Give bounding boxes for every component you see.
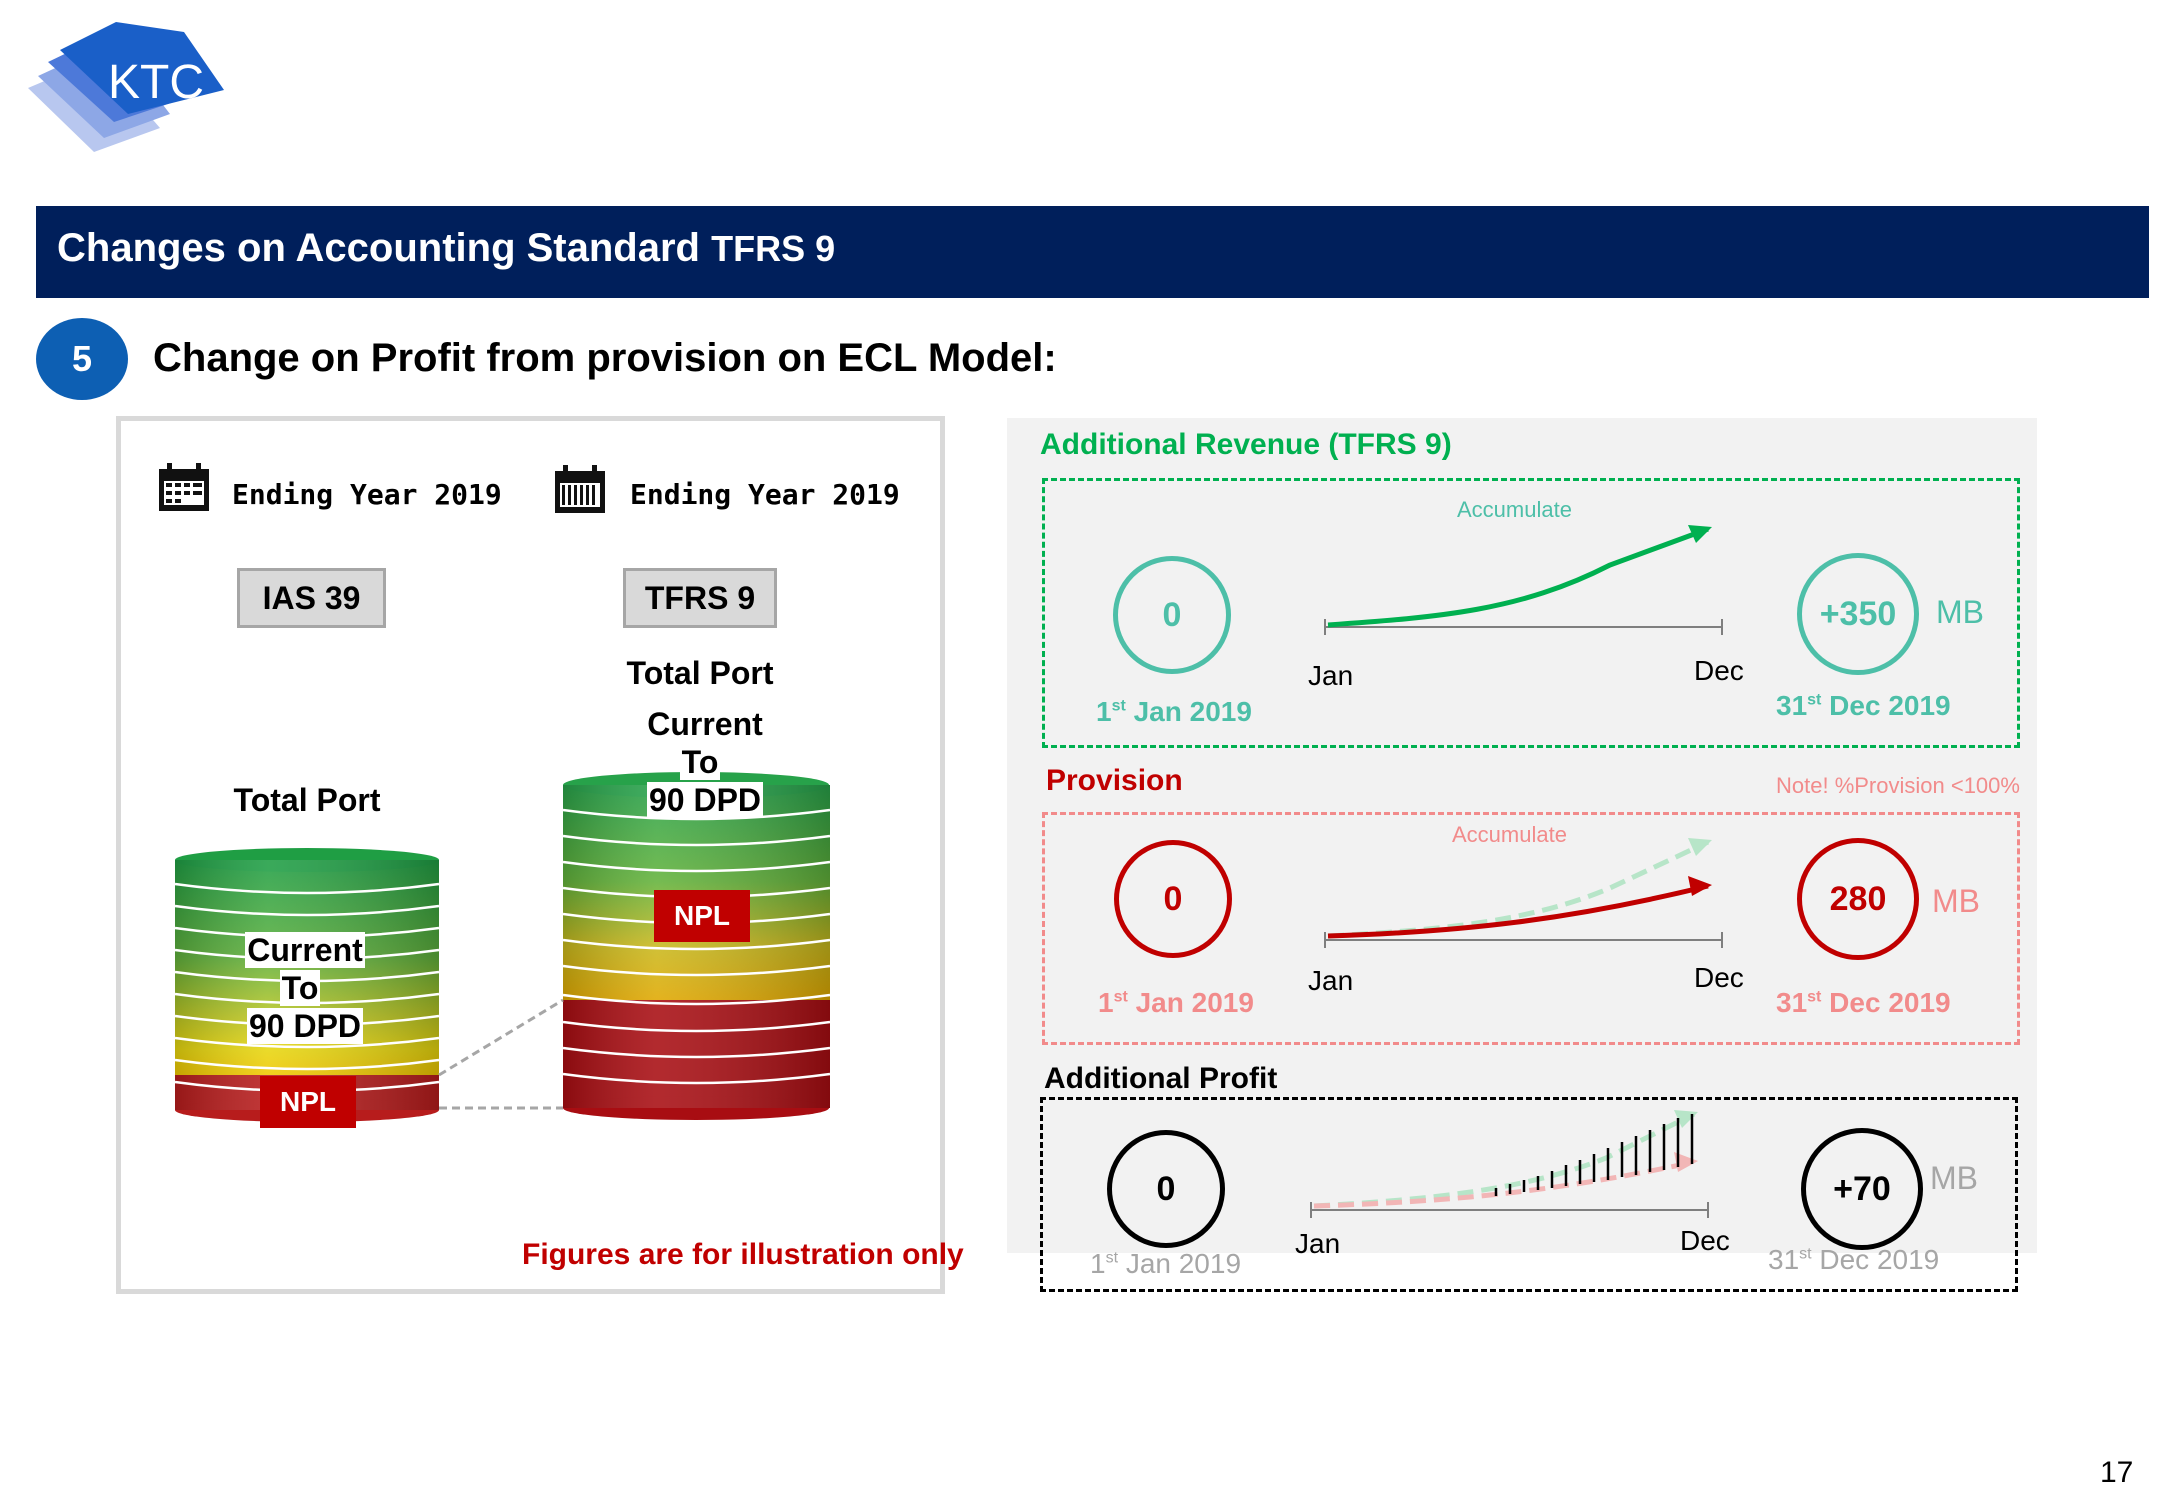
provision-note: Note! %Provision <100% — [1776, 773, 2020, 798]
dpd-text: 90 DPD — [646, 782, 764, 818]
profit-box — [1040, 1097, 2018, 1292]
current-text: Current — [245, 932, 365, 968]
tfrs9-npl-badge: NPL — [654, 890, 750, 942]
calendar-icon — [555, 465, 605, 513]
revenue-axis-dec: Dec — [1694, 655, 1744, 686]
profit-title: Additional Profit — [1044, 1062, 1278, 1095]
ktc-logo: KTC — [28, 22, 224, 152]
logo-text: KTC — [108, 56, 204, 109]
calendar-icon — [159, 463, 209, 511]
provision-axis-dec: Dec — [1694, 962, 1744, 993]
to-text: To — [279, 970, 321, 1006]
to-text: To — [679, 744, 721, 780]
provision-box — [1042, 812, 2020, 1045]
profit-unit: MB — [1930, 1160, 1978, 1196]
provision-axis-jan: Jan — [1308, 965, 1354, 996]
revenue-accumulate-label: Accumulate — [1457, 497, 1572, 522]
ias39-current-label: Current — [220, 932, 390, 969]
header-banner — [36, 206, 2149, 298]
section-title: Change on Profit from provision on ECL M… — [153, 336, 1057, 380]
page-title: Changes on Accounting Standard TFRS 9 — [57, 226, 836, 270]
revenue-end-date: 31st Dec 2019 — [1776, 690, 1951, 721]
provision-start-date: 1st Jan 2019 — [1098, 987, 1254, 1018]
revenue-start-circle: 0 — [1113, 556, 1231, 674]
provision-accumulate-label: Accumulate — [1452, 822, 1567, 847]
current-text: Current — [645, 706, 765, 742]
dpd-text: 90 DPD — [246, 1008, 364, 1044]
ias39-to-label: To — [220, 970, 380, 1007]
revenue-end-circle: +350 — [1797, 553, 1919, 675]
tfrs9-dpd-label: 90 DPD — [620, 782, 790, 819]
profit-trend-line — [1310, 1110, 1709, 1218]
provision-start-circle: 0 — [1114, 840, 1232, 958]
revenue-box — [1042, 478, 2020, 748]
ias39-standard-box: IAS 39 — [237, 568, 386, 628]
ias39-ending-year: Ending Year 2019 — [232, 478, 502, 511]
tfrs9-ending-year: Ending Year 2019 — [630, 478, 900, 511]
tfrs9-standard-box: TFRS 9 — [623, 568, 777, 628]
ias39-total-port-label: Total Port — [233, 782, 381, 818]
provision-end-circle: 280 — [1797, 838, 1919, 960]
profit-axis-dec: Dec — [1680, 1225, 1730, 1256]
section-number-badge: 5 — [36, 318, 128, 400]
revenue-unit: MB — [1936, 594, 1984, 630]
provision-trend-line — [1324, 838, 1723, 948]
revenue-title: Additional Revenue (TFRS 9) — [1040, 428, 1452, 461]
tfrs9-current-label: Current — [620, 706, 790, 743]
ias39-npl-badge: NPL — [260, 1076, 356, 1128]
profit-start-date: 1st Jan 2019 — [1090, 1248, 1242, 1279]
portfolio-cylinders — [174, 772, 831, 1122]
revenue-start-date: 1st Jan 2019 — [1096, 696, 1252, 727]
profit-axis-jan: Jan — [1295, 1228, 1341, 1259]
profit-end-date: 31st Dec 2019 — [1768, 1244, 1940, 1275]
disclaimer-text: Figures are for illustration only — [522, 1238, 964, 1271]
provision-unit: MB — [1932, 883, 1980, 919]
profit-start-circle: 0 — [1107, 1130, 1225, 1248]
ias39-dpd-label: 90 DPD — [220, 1008, 390, 1045]
page-number: 17 — [2100, 1456, 2134, 1489]
tfrs9-to-label: To — [620, 744, 780, 781]
revenue-trend-line — [1324, 525, 1723, 635]
provision-end-date: 31st Dec 2019 — [1776, 987, 1951, 1018]
provision-title: Provision — [1046, 764, 1183, 797]
tfrs9-total-port-label: Total Port — [626, 655, 774, 691]
profit-end-circle: +70 — [1801, 1128, 1923, 1250]
revenue-axis-jan: Jan — [1308, 660, 1354, 691]
